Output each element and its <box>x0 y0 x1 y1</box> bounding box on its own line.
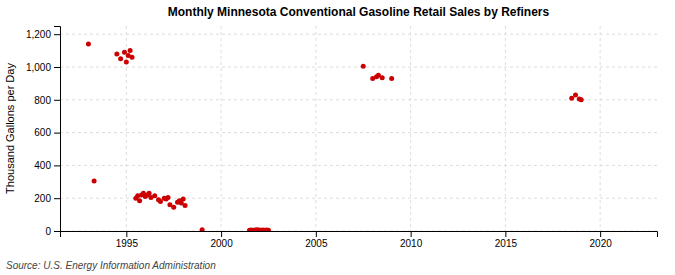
grid-line-x <box>410 26 411 231</box>
x-axis: 1995 2000 2005 2010 2015 2020 <box>61 231 658 249</box>
point <box>266 228 271 231</box>
tick-label: 1,000 <box>26 62 51 73</box>
tick-label: 1995 <box>116 238 139 249</box>
tick-label: 2020 <box>590 238 613 249</box>
tick-mark <box>54 133 60 134</box>
tick: 1,000 <box>26 62 60 73</box>
points <box>86 42 584 231</box>
tick-mark <box>54 165 60 166</box>
tick-label: 2005 <box>305 238 328 249</box>
tick: 800 <box>34 95 60 106</box>
point <box>86 42 91 47</box>
tick-label: 800 <box>34 95 51 106</box>
tick: 2010 <box>400 231 423 249</box>
tick-label: 2000 <box>210 238 233 249</box>
tick: 0 <box>45 226 60 237</box>
axis-line <box>61 232 658 238</box>
tick-mark <box>505 231 506 237</box>
tick-label: 2010 <box>400 238 423 249</box>
point <box>380 75 385 80</box>
tick: 1995 <box>116 231 139 249</box>
tick-label: 600 <box>34 127 51 138</box>
plot-area: 1995 2000 2005 2010 2015 2020 0 200 400 600 800 1,0… <box>26 26 658 249</box>
point <box>124 60 129 65</box>
tick-label: 2015 <box>495 238 518 249</box>
grid-line-x <box>505 26 506 231</box>
chart: 1995 2000 2005 2010 2015 2020 0 200 400 600 800 1,0… <box>0 0 675 275</box>
point <box>183 203 188 208</box>
tick-mark <box>54 34 60 35</box>
tick-label: 0 <box>45 226 51 237</box>
tick-label: 200 <box>34 193 51 204</box>
tick: 2020 <box>590 231 613 249</box>
title: Monthly Minnesota Conventional Gasoline … <box>168 5 550 19</box>
axis-line <box>54 27 61 232</box>
point <box>128 48 133 53</box>
tick: 2000 <box>210 231 233 249</box>
tick: 1,200 <box>26 29 60 40</box>
point <box>569 96 574 101</box>
grid-line-y <box>60 132 657 133</box>
point <box>118 56 123 61</box>
tick-mark <box>221 231 222 237</box>
tick-mark <box>600 231 601 237</box>
point <box>158 199 163 204</box>
source-note: Source: U.S. Energy Information Administ… <box>6 260 216 271</box>
point <box>114 51 119 56</box>
tick: 600 <box>34 127 60 138</box>
grid-line-x <box>600 26 601 231</box>
y-axis: 0 200 400 600 800 1,000 1,200 <box>26 27 61 237</box>
tick-mark <box>54 198 60 199</box>
y-axis-title: Thousand Gallons per Day <box>4 63 16 194</box>
point <box>130 55 135 60</box>
tick-mark <box>54 100 60 101</box>
point <box>200 227 205 231</box>
tick: 200 <box>34 193 60 204</box>
tick-mark <box>316 231 317 237</box>
tick: 2005 <box>305 231 328 249</box>
point <box>166 195 171 200</box>
tick-mark <box>54 231 60 232</box>
point <box>137 198 142 203</box>
point <box>122 50 127 55</box>
tick: 2015 <box>495 231 518 249</box>
point <box>573 92 578 97</box>
grid-line-x <box>221 26 222 231</box>
point <box>92 178 97 183</box>
grid-line-y <box>60 165 657 166</box>
tick-mark <box>126 231 127 237</box>
grid <box>60 26 657 231</box>
grid-line-y <box>60 67 657 68</box>
grid-line-x <box>315 26 316 231</box>
tick: 400 <box>34 160 60 171</box>
point <box>579 97 584 102</box>
point <box>171 205 176 210</box>
tick-label: 1,200 <box>26 29 51 40</box>
point <box>389 76 394 81</box>
tick-mark <box>411 231 412 237</box>
point <box>361 64 366 69</box>
point <box>181 197 186 202</box>
grid-line-y <box>60 34 657 35</box>
point <box>152 193 157 198</box>
grid-line-y <box>60 99 657 100</box>
tick-label: 400 <box>34 160 51 171</box>
tick-mark <box>54 67 60 68</box>
